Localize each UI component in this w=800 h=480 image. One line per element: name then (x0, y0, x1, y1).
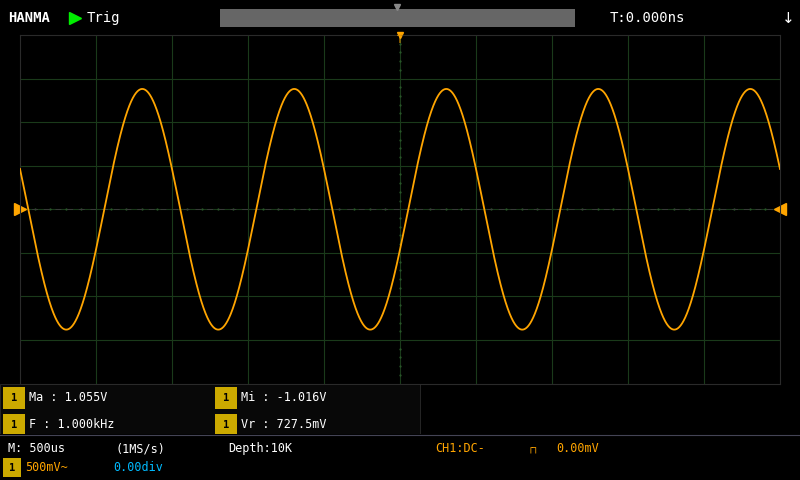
Bar (0, 384, 420, 434)
Text: Mi : -1.016V: Mi : -1.016V (241, 391, 326, 404)
Text: Trig: Trig (87, 11, 121, 25)
Bar (3, 386, 25, 409)
Text: 0.00div: 0.00div (113, 461, 163, 474)
Text: M: 500us: M: 500us (8, 442, 65, 455)
Bar (3, 414, 25, 436)
Bar (220, 9, 575, 27)
Text: HANMA: HANMA (8, 11, 50, 25)
Text: (1MS/s): (1MS/s) (115, 442, 165, 455)
Text: F : 1.000kHz: F : 1.000kHz (29, 419, 114, 432)
Text: 500mV~: 500mV~ (25, 461, 68, 474)
Text: T:0.000ns: T:0.000ns (610, 11, 686, 25)
Text: 1: 1 (11, 420, 17, 430)
Text: Ma : 1.055V: Ma : 1.055V (29, 391, 107, 404)
Text: 1: 1 (223, 393, 229, 403)
Bar (215, 386, 237, 409)
Text: ↓: ↓ (782, 11, 794, 25)
Text: T: T (397, 35, 403, 45)
Bar (3, 458, 21, 477)
Text: ┌┐: ┌┐ (527, 444, 538, 454)
Text: 1: 1 (9, 463, 15, 472)
Text: 1: 1 (11, 393, 17, 403)
Text: 1: 1 (223, 420, 229, 430)
Text: Vr : 727.5mV: Vr : 727.5mV (241, 419, 326, 432)
Text: 0.00mV: 0.00mV (556, 442, 598, 455)
Text: CH1:DC-: CH1:DC- (435, 442, 485, 455)
Bar (215, 414, 237, 436)
Text: Depth:10K: Depth:10K (228, 442, 292, 455)
